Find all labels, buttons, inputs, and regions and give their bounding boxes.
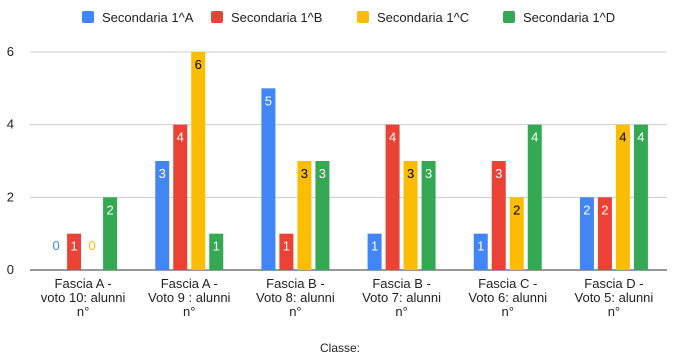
x-category-label-line: n°	[77, 304, 89, 319]
x-category-label: Fascia A -Voto 9 : alunni n°	[148, 276, 231, 319]
x-category-label-line: n°	[183, 304, 195, 319]
x-category-label-line: Fascia D -	[584, 276, 643, 291]
x-category-label: Fascia B -Voto 7: alunni n°	[362, 276, 441, 319]
bar	[173, 124, 188, 271]
bar	[633, 124, 648, 271]
bar	[367, 233, 382, 270]
legend-label: Secondaria 1^A	[102, 10, 194, 25]
bar-data-label: 1	[371, 239, 378, 254]
bar	[155, 161, 170, 270]
bar-data-label: 3	[495, 166, 502, 181]
bar-data-label: 1	[70, 239, 77, 254]
bar	[615, 124, 630, 271]
bar	[385, 124, 400, 271]
bar-data-label: 5	[265, 93, 272, 108]
x-category-label-line: n°	[395, 304, 407, 319]
bar-data-label: 0	[52, 238, 59, 253]
y-tick-label: 6	[7, 44, 14, 59]
bar-data-label: 1	[477, 239, 484, 254]
legend-swatch	[211, 11, 223, 23]
bar-data-label: 4	[637, 130, 644, 145]
bar-data-label: 6	[195, 57, 202, 72]
bar-data-label: 4	[619, 130, 626, 145]
bar-data-label: 4	[177, 130, 184, 145]
bar-data-label: 4	[389, 130, 396, 145]
legend: Secondaria 1^A Secondaria 1^B Secondaria 1…	[82, 10, 615, 25]
x-category-label-line: Fascia B -	[266, 276, 325, 291]
x-category-label-line: voto 10: alunni	[41, 290, 126, 305]
bar-data-label: 1	[283, 239, 290, 254]
x-category-label: Fascia A -voto 10: alunni n°	[41, 276, 126, 319]
legend-swatch	[503, 11, 515, 23]
bar	[509, 197, 524, 270]
x-category-label-line: Fascia A -	[161, 276, 218, 291]
legend-swatch	[82, 11, 94, 23]
y-tick-label: 0	[7, 262, 14, 277]
bar	[67, 233, 82, 270]
bar	[209, 233, 224, 270]
bar-data-label: 1	[213, 239, 220, 254]
y-tick-label: 4	[7, 117, 14, 132]
bar	[403, 161, 418, 270]
bar	[491, 161, 506, 270]
x-category-label-line: Fascia A -	[55, 276, 112, 291]
legend-label: Secondaria 1^C	[377, 10, 469, 25]
bar-data-label: 3	[301, 166, 308, 181]
bar-data-label: 2	[583, 202, 590, 217]
x-category-label-line: Fascia C -	[478, 276, 537, 291]
bar-data-label: 2	[513, 202, 520, 217]
bar	[421, 161, 436, 270]
bar-data-label: 3	[159, 166, 166, 181]
bar-data-label: 3	[407, 166, 414, 181]
x-category-label-line: Voto 9 : alunni	[148, 290, 231, 305]
bar	[103, 197, 118, 270]
x-category-label-line: n°	[608, 304, 620, 319]
bar	[297, 161, 312, 270]
bar	[527, 124, 542, 271]
bar-data-label: 4	[531, 130, 538, 145]
legend-swatch	[357, 11, 369, 23]
bar	[261, 88, 276, 270]
bar	[191, 52, 206, 270]
legend-label: Secondaria 1^D	[523, 10, 615, 25]
y-axis-ticks: 0 2 4 6	[7, 44, 14, 277]
x-category-label-line: n°	[502, 304, 514, 319]
x-axis-categories: Fascia A -voto 10: alunni n°Fascia A -Vot…	[41, 276, 654, 319]
x-category-label-line: Voto 7: alunni	[362, 290, 441, 305]
bar	[597, 197, 612, 270]
gridlines	[30, 51, 667, 271]
x-category-label-line: Voto 5: alunni	[575, 290, 654, 305]
x-category-label-line: n°	[289, 304, 301, 319]
bar-data-label: 2	[601, 202, 608, 217]
bar-data-label: 3	[319, 166, 326, 181]
y-tick-label: 2	[7, 189, 14, 204]
bar	[473, 233, 488, 270]
x-category-label: Fascia C -Voto 6: alunni n°	[468, 276, 547, 319]
bar-data-label: 2	[106, 202, 113, 217]
bar	[315, 161, 330, 270]
legend-label: Secondaria 1^B	[231, 10, 322, 25]
x-category-label: Fascia D -Voto 5: alunni n°	[575, 276, 654, 319]
bar-data-label: 0	[88, 238, 95, 253]
x-category-label: Fascia B -Voto 8: alunni n°	[256, 276, 335, 319]
x-category-label-line: Voto 8: alunni	[256, 290, 335, 305]
x-axis-title: Classe:	[320, 341, 360, 355]
x-category-label-line: Fascia B -	[372, 276, 431, 291]
x-category-label-line: Voto 6: alunni	[468, 290, 547, 305]
bar	[579, 197, 594, 270]
bar	[279, 233, 294, 270]
bar-data-label: 3	[425, 166, 432, 181]
